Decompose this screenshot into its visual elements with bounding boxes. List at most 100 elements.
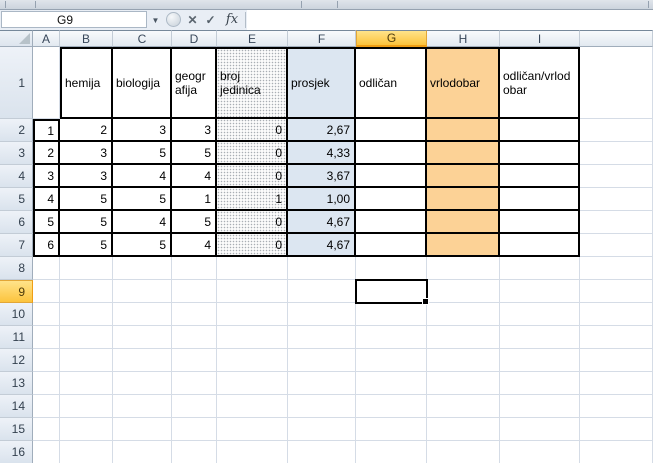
row-header-14[interactable]: 14 <box>0 395 33 418</box>
cell-I10[interactable] <box>500 303 580 326</box>
column-header-F[interactable]: F <box>288 30 356 47</box>
cell-H10[interactable] <box>427 303 500 326</box>
cell-J4[interactable] <box>580 165 653 188</box>
cell-C4[interactable]: 4 <box>113 165 172 188</box>
column-header-B[interactable]: B <box>60 30 113 47</box>
cell-F5[interactable]: 1,00 <box>288 188 356 211</box>
row-header-3[interactable]: 3 <box>0 142 33 165</box>
cell-G7[interactable] <box>356 234 427 257</box>
cell-J5[interactable] <box>580 188 653 211</box>
cell-D13[interactable] <box>172 372 217 395</box>
cell-C12[interactable] <box>113 349 172 372</box>
cell-H16[interactable] <box>427 441 500 463</box>
cell-I2[interactable] <box>500 119 580 142</box>
cell-C5[interactable]: 5 <box>113 188 172 211</box>
cell-C13[interactable] <box>113 372 172 395</box>
cell-I4[interactable] <box>500 165 580 188</box>
cell-B3[interactable]: 3 <box>60 142 113 165</box>
cell-D5[interactable]: 1 <box>172 188 217 211</box>
cell-D3[interactable]: 5 <box>172 142 217 165</box>
cell-A5[interactable]: 4 <box>33 188 60 211</box>
column-header-H[interactable]: H <box>427 30 500 47</box>
cell-A10[interactable] <box>33 303 60 326</box>
cell-D7[interactable]: 4 <box>172 234 217 257</box>
cell-F8[interactable] <box>288 257 356 280</box>
cell-C14[interactable] <box>113 395 172 418</box>
cell-A2[interactable]: 1 <box>33 119 60 142</box>
column-header-C[interactable]: C <box>113 30 172 47</box>
column-header-D[interactable]: D <box>172 30 217 47</box>
cell-I15[interactable] <box>500 418 580 441</box>
cell-F16[interactable] <box>288 441 356 463</box>
column-header-E[interactable]: E <box>217 30 288 47</box>
cell-I8[interactable] <box>500 257 580 280</box>
cell-C8[interactable] <box>113 257 172 280</box>
cell-I11[interactable] <box>500 326 580 349</box>
cell-J9[interactable] <box>580 280 653 303</box>
cell-C2[interactable]: 3 <box>113 119 172 142</box>
cell-E10[interactable] <box>217 303 288 326</box>
fill-handle[interactable] <box>422 298 429 305</box>
cell-B11[interactable] <box>60 326 113 349</box>
row-header-5[interactable]: 5 <box>0 188 33 211</box>
cell-A6[interactable]: 5 <box>33 211 60 234</box>
cell-H5[interactable] <box>427 188 500 211</box>
formula-bar-collapse-button[interactable] <box>166 12 181 27</box>
cell-G16[interactable] <box>356 441 427 463</box>
cell-F7[interactable]: 4,67 <box>288 234 356 257</box>
cell-G12[interactable] <box>356 349 427 372</box>
cell-G11[interactable] <box>356 326 427 349</box>
cell-I14[interactable] <box>500 395 580 418</box>
cell-E8[interactable] <box>217 257 288 280</box>
cell-A3[interactable]: 2 <box>33 142 60 165</box>
cell-C11[interactable] <box>113 326 172 349</box>
cell-E1[interactable]: broj jedinica <box>217 47 288 119</box>
cell-A13[interactable] <box>33 372 60 395</box>
column-header-I[interactable]: I <box>500 30 580 47</box>
cell-A8[interactable] <box>33 257 60 280</box>
cell-F14[interactable] <box>288 395 356 418</box>
cell-D14[interactable] <box>172 395 217 418</box>
cell-H9[interactable] <box>427 280 500 303</box>
cell-F11[interactable] <box>288 326 356 349</box>
cell-J8[interactable] <box>580 257 653 280</box>
cell-B10[interactable] <box>60 303 113 326</box>
cell-H3[interactable] <box>427 142 500 165</box>
cell-G4[interactable] <box>356 165 427 188</box>
cell-J7[interactable] <box>580 234 653 257</box>
cell-D16[interactable] <box>172 441 217 463</box>
cell-A11[interactable] <box>33 326 60 349</box>
row-header-9[interactable]: 9 <box>0 280 33 303</box>
cell-B1[interactable]: hemija <box>60 47 113 119</box>
cell-I9[interactable] <box>500 280 580 303</box>
cell-H11[interactable] <box>427 326 500 349</box>
cell-H15[interactable] <box>427 418 500 441</box>
cell-A14[interactable] <box>33 395 60 418</box>
cell-A4[interactable]: 3 <box>33 165 60 188</box>
cell-B5[interactable]: 5 <box>60 188 113 211</box>
cell-B7[interactable]: 5 <box>60 234 113 257</box>
cell-G8[interactable] <box>356 257 427 280</box>
cell-B9[interactable] <box>60 280 113 303</box>
cell-H1[interactable]: vrlodobar <box>427 47 500 119</box>
cell-E12[interactable] <box>217 349 288 372</box>
cell-J16[interactable] <box>580 441 653 463</box>
cell-J3[interactable] <box>580 142 653 165</box>
cell-E15[interactable] <box>217 418 288 441</box>
cell-G1[interactable]: odličan <box>356 47 427 119</box>
cell-H4[interactable] <box>427 165 500 188</box>
cell-C7[interactable]: 5 <box>113 234 172 257</box>
cell-D2[interactable]: 3 <box>172 119 217 142</box>
cell-F13[interactable] <box>288 372 356 395</box>
column-header-col9[interactable] <box>580 30 653 47</box>
cell-I1[interactable]: odličan/vrlodobar <box>500 47 580 119</box>
cell-J14[interactable] <box>580 395 653 418</box>
cell-A16[interactable] <box>33 441 60 463</box>
row-header-15[interactable]: 15 <box>0 418 33 441</box>
cell-B12[interactable] <box>60 349 113 372</box>
cell-G10[interactable] <box>356 303 427 326</box>
cell-J6[interactable] <box>580 211 653 234</box>
cell-B13[interactable] <box>60 372 113 395</box>
cell-J1[interactable] <box>580 47 653 119</box>
cell-E16[interactable] <box>217 441 288 463</box>
